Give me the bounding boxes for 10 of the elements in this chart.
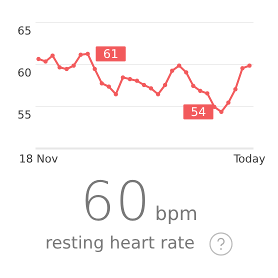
y-tick-label: 65 xyxy=(18,24,32,38)
data-label: 54 xyxy=(190,104,206,119)
x-tick-label: Today xyxy=(232,152,266,166)
text: bpm xyxy=(155,203,198,225)
text: resting heart rate xyxy=(45,234,195,254)
data-label: 61 xyxy=(103,46,118,61)
y-tick-label: 60 xyxy=(18,66,32,80)
x-tick-label: 18 Nov xyxy=(19,152,58,166)
text: 60 xyxy=(80,170,152,233)
y-tick-label: 55 xyxy=(18,108,32,122)
